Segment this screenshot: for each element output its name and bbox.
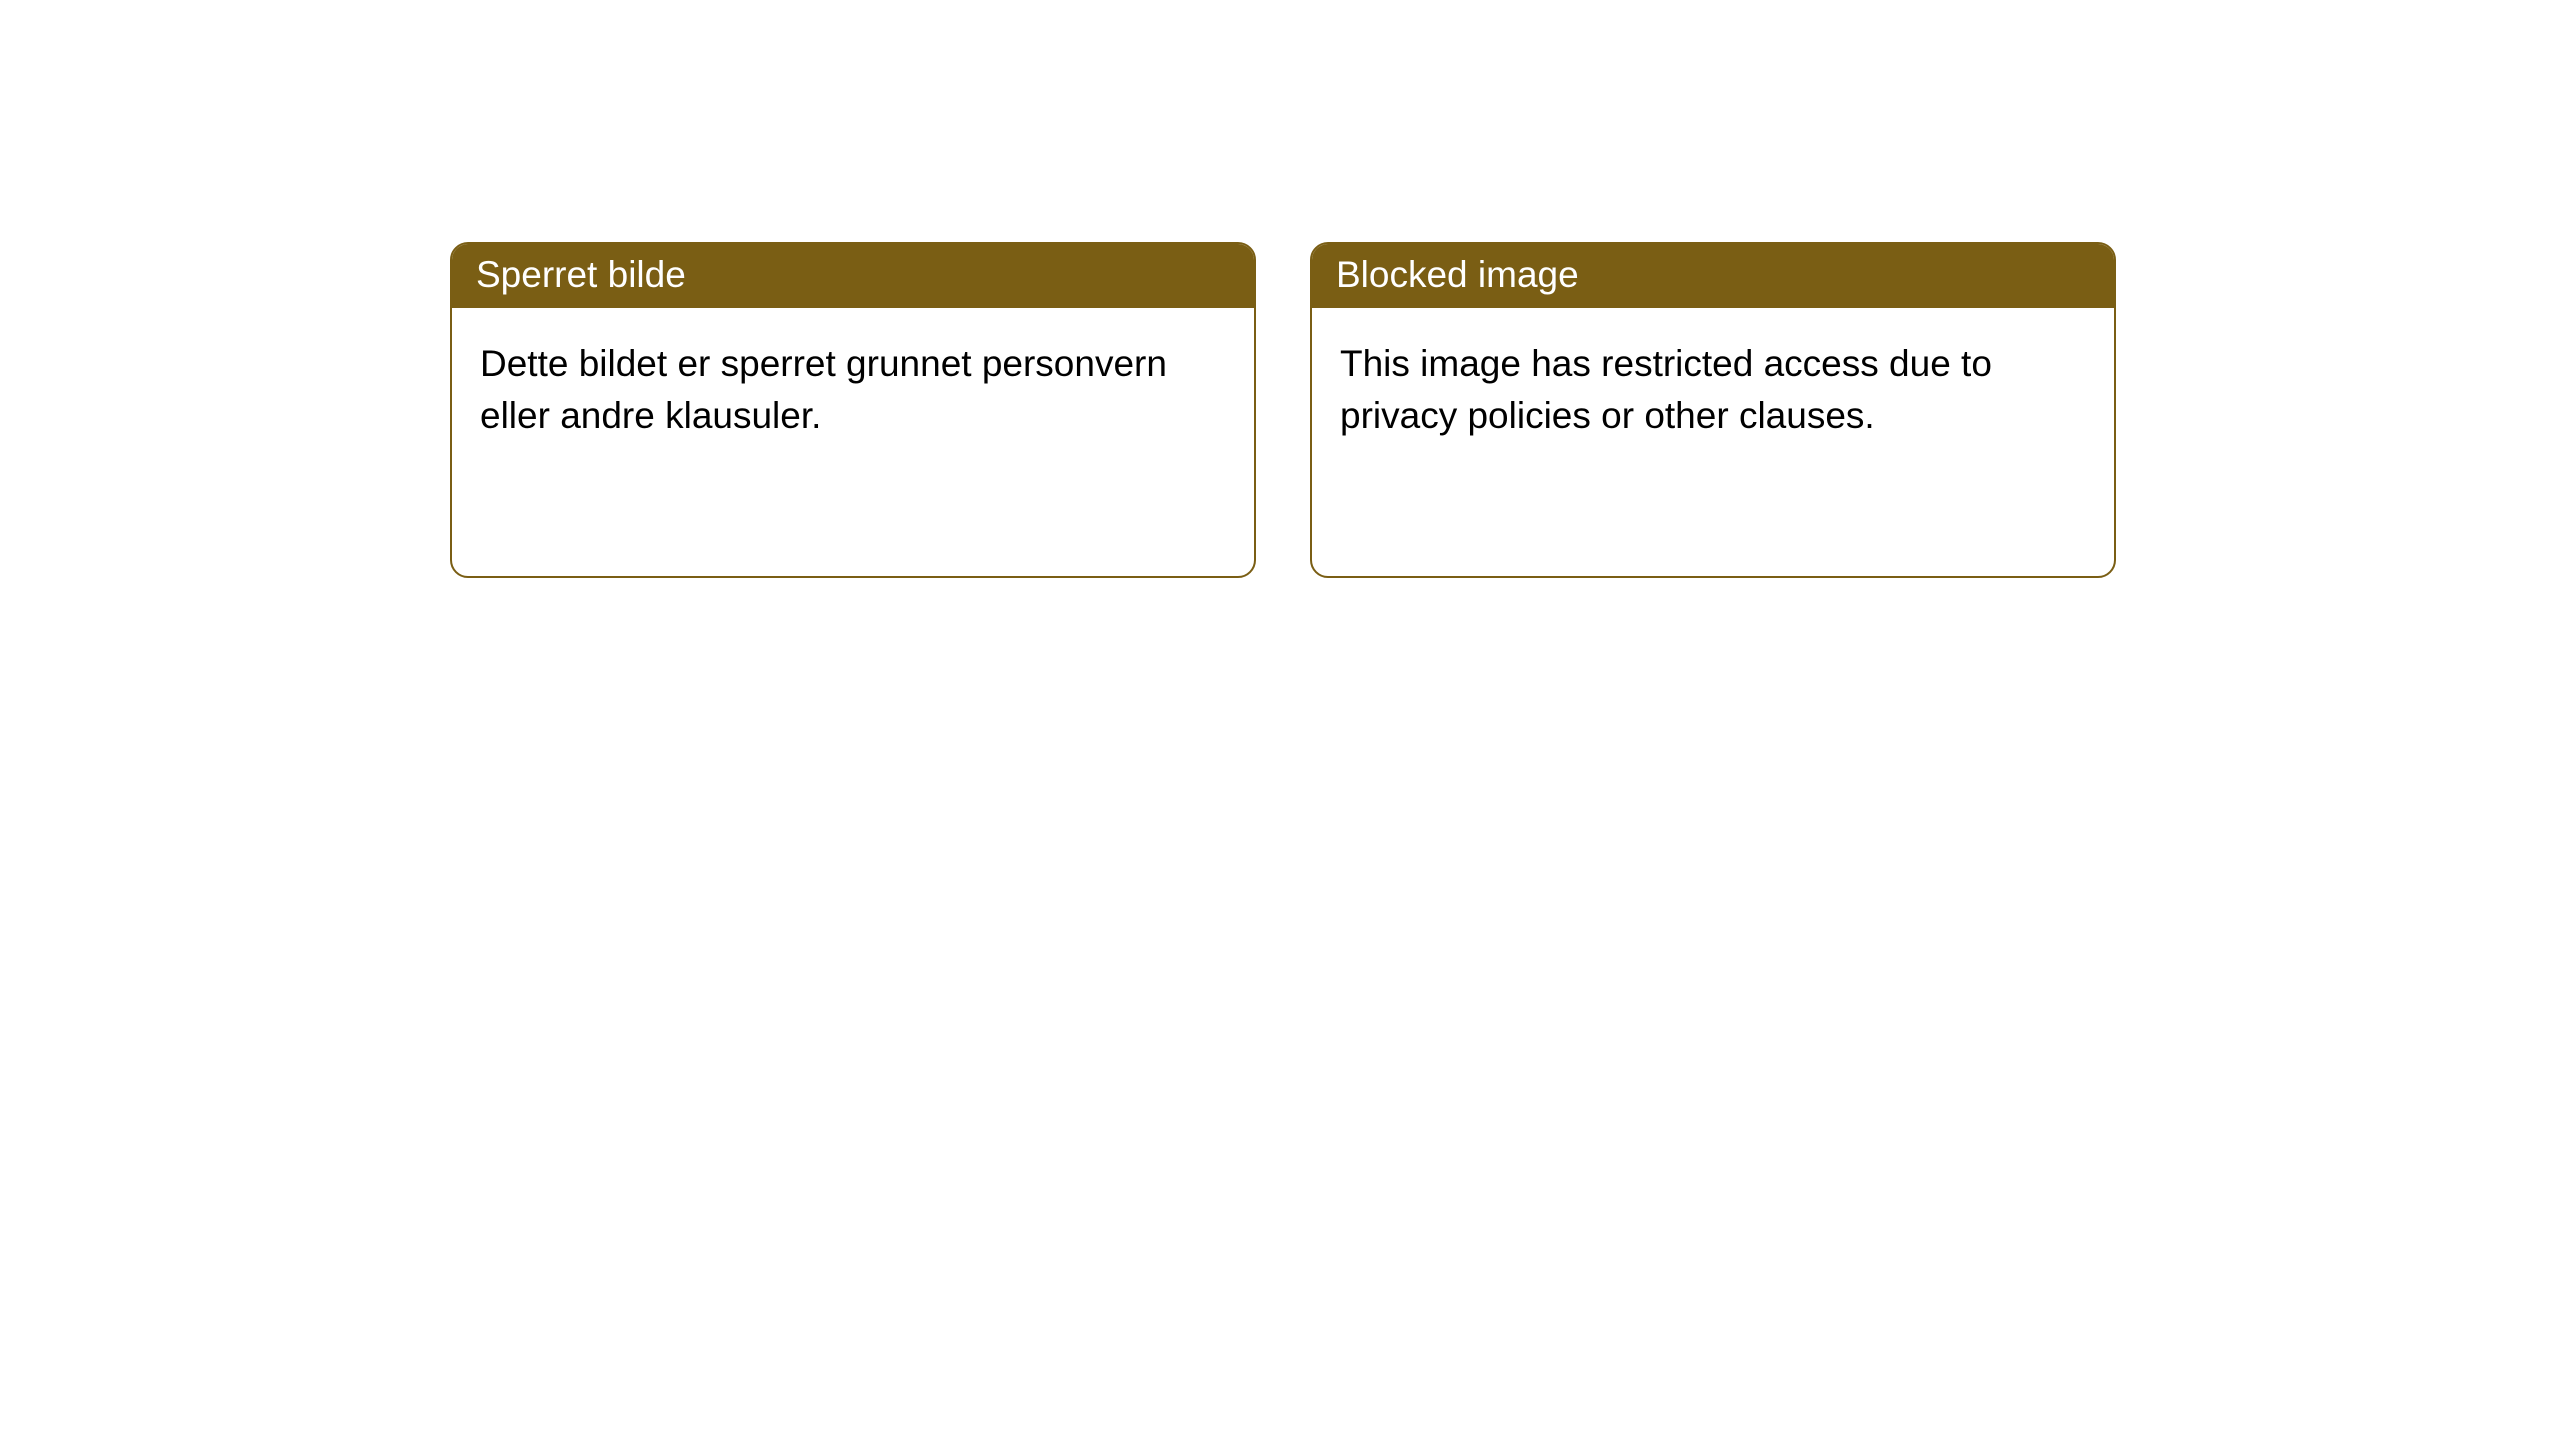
notice-card-norwegian: Sperret bilde Dette bildet er sperret gr… [450,242,1256,578]
notice-cards-container: Sperret bilde Dette bildet er sperret gr… [0,0,2560,578]
notice-card-english: Blocked image This image has restricted … [1310,242,2116,578]
notice-card-title: Sperret bilde [452,244,1254,308]
notice-card-body: This image has restricted access due to … [1312,308,2114,472]
notice-card-title: Blocked image [1312,244,2114,308]
notice-card-body: Dette bildet er sperret grunnet personve… [452,308,1254,472]
